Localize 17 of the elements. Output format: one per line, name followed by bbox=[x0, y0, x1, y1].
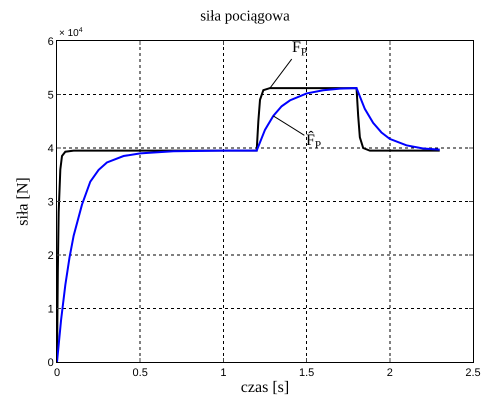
x-tick-label: 1.5 bbox=[298, 367, 314, 380]
y-axis-title: siła [N] bbox=[14, 177, 32, 226]
text: × 10$^{4}$ bbox=[59, 27, 83, 40]
x-tick-label: 1 bbox=[220, 367, 226, 380]
x-tick-label: 2 bbox=[386, 367, 393, 380]
y-tick-label: 6 bbox=[48, 36, 54, 48]
y-tick-label: 3 bbox=[48, 196, 54, 208]
x-tick-label: 0.5 bbox=[132, 367, 148, 380]
y-tick-label: 2 bbox=[48, 250, 54, 262]
x-tick-label: 2.5 bbox=[465, 367, 481, 380]
x-axis-title: czas [s] bbox=[240, 378, 290, 396]
y-tick-label: 4 bbox=[48, 142, 54, 155]
y-tick-label: 5 bbox=[48, 89, 54, 102]
chart-title: siła pociągowa bbox=[200, 8, 290, 25]
y-tick-label: 0 bbox=[48, 356, 54, 369]
series-label: F$_{P}$ bbox=[292, 39, 308, 58]
y-tick-label: 1 bbox=[48, 303, 54, 316]
